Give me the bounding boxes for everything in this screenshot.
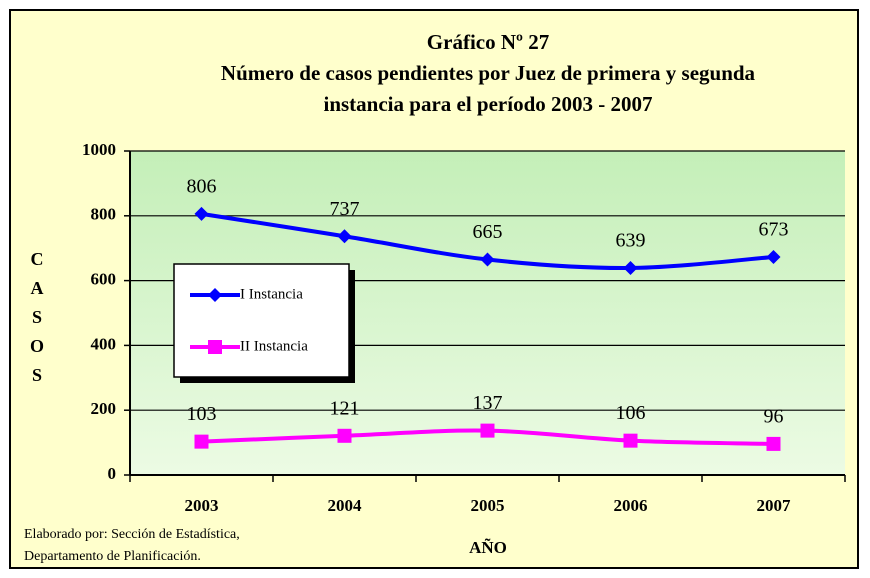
- x-tick-label: 2003: [185, 496, 219, 515]
- x-tick-label: 2004: [328, 496, 363, 515]
- data-label: 103: [187, 403, 217, 425]
- legend-marker: [208, 340, 222, 354]
- source: Departamento de Planificación.: [24, 549, 201, 564]
- data-point: [194, 206, 209, 221]
- y-tick-label: 400: [91, 334, 117, 353]
- data-label: 806: [187, 175, 217, 197]
- data-label: 665: [473, 221, 503, 243]
- data-point: [337, 229, 352, 244]
- legend-label: II Instancia: [240, 338, 308, 354]
- data-point: [623, 433, 638, 448]
- chart-title: instancia para el período 2003 - 2007: [324, 92, 653, 116]
- x-tick-label: 2007: [757, 496, 792, 515]
- legend: [173, 263, 350, 378]
- data-point: [623, 260, 638, 275]
- chart-title: Gráfico Nº 27: [427, 30, 549, 54]
- data-label: 96: [764, 405, 784, 427]
- y-axis-label: CASOS: [30, 249, 45, 385]
- data-label: 673: [759, 219, 789, 241]
- y-tick-label: 0: [108, 464, 117, 483]
- data-point: [480, 423, 495, 438]
- data-label: 121: [330, 397, 360, 419]
- x-axis-label: AÑO: [469, 538, 507, 557]
- legend-label: I Instancia: [240, 286, 303, 302]
- data-label: 737: [330, 198, 360, 220]
- source: Elaborado por: Sección de Estadística,: [24, 527, 240, 542]
- x-tick-label: 2006: [614, 496, 648, 515]
- y-tick-label: 200: [91, 399, 117, 418]
- data-point: [480, 252, 495, 267]
- data-label: 639: [616, 230, 646, 252]
- data-label: 106: [616, 402, 646, 424]
- x-tick-label: 2005: [471, 496, 505, 515]
- legend-marker: [208, 288, 222, 302]
- data-point: [194, 434, 209, 449]
- y-tick-label: 800: [91, 205, 117, 224]
- y-tick-label: 600: [91, 270, 117, 289]
- y-tick-label: 1000: [82, 140, 116, 159]
- data-point: [766, 249, 781, 264]
- data-label: 137: [473, 392, 503, 414]
- chart-title: Número de casos pendientes por Juez de p…: [221, 61, 756, 85]
- data-point: [766, 436, 781, 451]
- data-point: [337, 428, 352, 443]
